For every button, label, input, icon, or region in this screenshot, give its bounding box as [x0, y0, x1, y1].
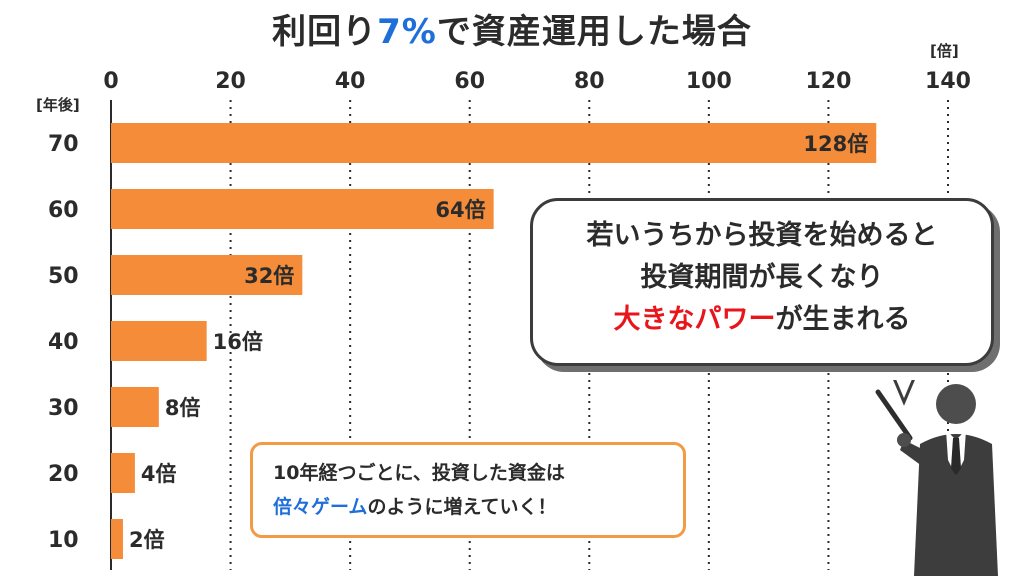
note-box: 10年経つごとに、投資した資金は 倍々ゲームのように増えていく！: [250, 442, 686, 538]
presenter-pointer-icon: [875, 380, 998, 576]
bubble-line-2: 投資期間が長くなり: [640, 262, 884, 293]
bar: [111, 453, 135, 493]
bar: [111, 123, 877, 163]
data-label: 4倍: [141, 462, 177, 486]
x-unit-label: [倍]: [930, 42, 959, 60]
y-tick-label: 10: [48, 528, 79, 553]
bar: [111, 519, 123, 559]
y-tick-label: 60: [48, 198, 79, 223]
note-highlight: 倍々ゲーム: [273, 496, 368, 518]
data-label: 32倍: [244, 264, 294, 288]
x-tick-label: 20: [215, 69, 246, 94]
y-unit-label: [年後]: [36, 96, 80, 114]
bar: [111, 255, 303, 295]
x-tick-label: 140: [925, 69, 971, 94]
bubble-line-1: 若いうちから投資を始めると: [586, 220, 938, 251]
title-highlight: 7%: [377, 12, 437, 52]
y-tick-label: 50: [48, 264, 79, 289]
x-tick-label: 60: [454, 69, 485, 94]
note-line-1: 10年経つごとに、投資した資金は: [273, 462, 565, 484]
speech-bubble: 若いうちから投資を始めると 投資期間が長くなり 大きなパワーが生まれる: [530, 198, 994, 366]
title-post: で資産運用した場合: [436, 12, 752, 52]
x-tick-label: 40: [335, 69, 366, 94]
y-tick-label: 30: [48, 396, 79, 421]
data-label: 16倍: [213, 330, 263, 354]
y-tick-label: 70: [48, 132, 79, 157]
data-label: 2倍: [129, 528, 165, 552]
bar: [111, 387, 159, 427]
note-line-2-rest: のように増えていく！: [367, 496, 557, 518]
title-pre: 利回り: [272, 12, 378, 52]
x-tick-label: 80: [574, 69, 605, 94]
data-label: 64倍: [435, 198, 485, 222]
note-line-2: 倍々ゲームのように増えていく！: [273, 490, 683, 524]
x-tick-label: 120: [805, 69, 851, 94]
data-label: 8倍: [165, 396, 201, 420]
bubble-line-3-rest: が生まれる: [775, 304, 911, 335]
bubble-line-3: 大きなパワーが生まれる: [533, 299, 991, 341]
data-label: 128倍: [803, 132, 868, 156]
y-tick-label: 40: [48, 330, 79, 355]
bar: [111, 321, 207, 361]
bubble-highlight: 大きなパワー: [613, 304, 776, 335]
y-tick-label: 20: [48, 462, 79, 487]
bar: [111, 189, 494, 229]
x-tick-label: 100: [686, 69, 732, 94]
chart-title: 利回り7%で資産運用した場合: [0, 4, 1024, 53]
x-tick-label: 0: [103, 69, 118, 94]
